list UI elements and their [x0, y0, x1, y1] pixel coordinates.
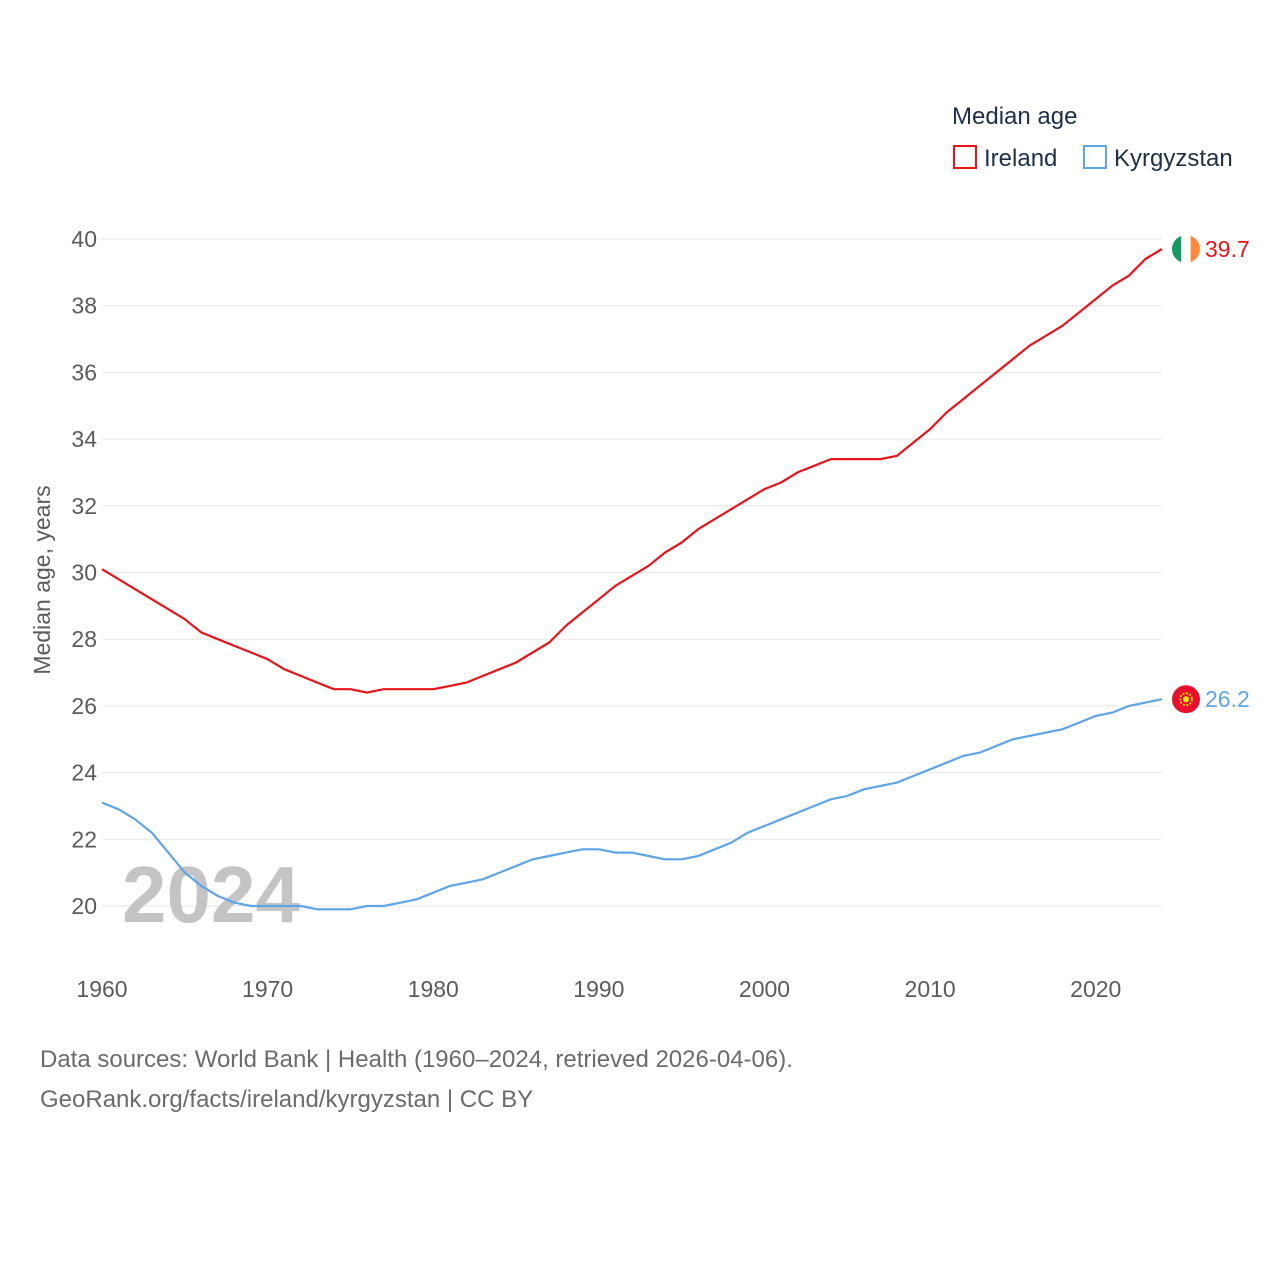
y-tick-label: 20 [71, 893, 97, 919]
legend-swatch-ireland [953, 145, 977, 169]
year-watermark: 2024 [122, 850, 300, 939]
x-tick-label: 1970 [242, 976, 293, 1002]
legend-label-kyrgyzstan: Kyrgyzstan [1114, 145, 1233, 172]
x-tick-label: 1980 [408, 976, 459, 1002]
x-tick-label: 1990 [573, 976, 624, 1002]
x-tick-label: 2000 [739, 976, 790, 1002]
y-axis-title: Median age, years [29, 485, 55, 674]
x-tick-label: 1960 [76, 976, 127, 1002]
data-sources-text: Data sources: World Bank | Health (1960–… [40, 1046, 793, 1073]
y-tick-label: 32 [71, 493, 97, 519]
y-tick-label: 30 [71, 560, 97, 586]
y-tick-label: 38 [71, 293, 97, 319]
attribution-link[interactable]: GeoRank.org/facts/ireland/kyrgyzstan | C… [40, 1086, 534, 1113]
y-tick-label: 24 [71, 760, 97, 786]
legend-label-ireland: Ireland [984, 145, 1057, 172]
kyrgyzstan-flag-icon [1172, 685, 1200, 714]
series-line-kyrgyzstan[interactable] [101, 698, 1163, 911]
end-value-label-kyrgyzstan: 26.2 [1205, 686, 1250, 712]
y-tick-label: 36 [71, 359, 97, 385]
legend-title: Median age [952, 103, 1077, 130]
x-tick-label: 2020 [1070, 976, 1121, 1002]
y-axis-ticks: 20 22 24 26 28 30 32 34 36 38 40 [71, 226, 97, 919]
y-tick-label: 26 [71, 693, 97, 719]
x-axis-ticks: 1960 1970 1980 1990 2000 2010 2020 [76, 976, 1121, 1002]
end-value-label-ireland: 39.7 [1205, 236, 1250, 262]
y-tick-label: 22 [71, 826, 97, 852]
y-tick-label: 34 [71, 426, 97, 452]
end-labels: 39.7 26.2 [1172, 235, 1250, 714]
legend-item-kyrgyzstan[interactable]: Kyrgyzstan [1083, 145, 1233, 172]
legend-swatch-kyrgyzstan [1083, 145, 1107, 169]
footer: Data sources: World Bank | Health (1960–… [40, 1040, 793, 1120]
gridlines [102, 238, 1162, 907]
legend-item-ireland[interactable]: Ireland [953, 145, 1057, 172]
y-tick-label: 28 [71, 626, 97, 652]
ireland-flag-icon [1172, 235, 1200, 264]
series-lines [101, 248, 1163, 911]
y-tick-label: 40 [71, 226, 97, 252]
series-line-ireland[interactable] [101, 248, 1163, 694]
x-tick-label: 2010 [905, 976, 956, 1002]
legend: Median age Ireland Kyrgyzstan [952, 103, 1233, 172]
